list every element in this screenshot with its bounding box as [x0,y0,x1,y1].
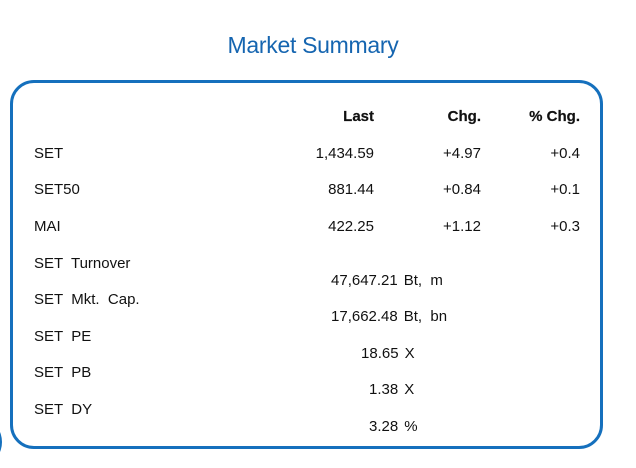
stat-name: SET Turnover [34,255,131,272]
stat-value-group: 17,662.48 Bt, bn [306,291,447,342]
row-chg: +1.12 [443,218,481,235]
summary-panel [10,80,603,449]
header-pct-chg: % Chg. [529,108,580,125]
stat-name: SET DY [34,401,93,418]
row-pct-chg: +0.1 [550,181,580,198]
stat-name: SET Mkt. Cap. [34,291,140,308]
row-pct-chg: +0.4 [550,145,580,162]
stat-unit: X [404,345,415,362]
stat-value: 47,647.21 [331,272,398,289]
row-chg: +4.97 [443,145,481,162]
header-last: Last [343,108,374,125]
row-chg: +0.84 [443,181,481,198]
row-last: 881.44 [328,181,374,198]
row-last: 1,434.59 [315,145,374,162]
stat-value: 3.28 [369,418,399,435]
stat-unit: % [404,418,418,435]
row-name: SET50 [34,181,80,198]
stat-value: 17,662.48 [331,308,398,325]
stat-name: SET PE [34,328,92,345]
stat-unit: X [404,381,415,398]
row-name: SET [34,145,64,162]
row-pct-chg: +0.3 [550,218,580,235]
stat-unit: Bt, m [403,272,443,289]
stat-value: 1.38 [369,381,399,398]
stat-value-group: 18.65 X [336,328,415,379]
decorative-arc [0,422,2,462]
header-chg: Chg. [447,108,482,125]
stat-value-group: 1.38 X [344,364,414,415]
page-title: Market Summary [227,32,399,58]
row-last: 422.25 [328,218,374,235]
stat-unit: Bt, bn [403,308,448,325]
stat-value: 18.65 [361,345,399,362]
stat-value-group: 47,647.21 Bt, m [306,255,443,306]
row-name: MAI [34,218,61,235]
stat-value-group: 3.28% [344,401,418,452]
stat-name: SET PB [34,364,92,381]
